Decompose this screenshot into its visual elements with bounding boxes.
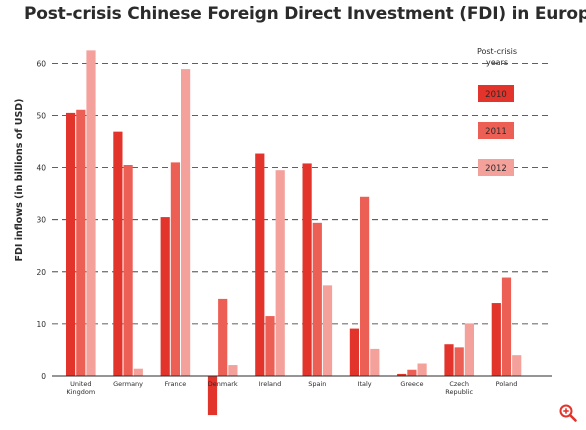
bar-2012-united-kingdom [86,50,96,376]
y-axis-ticks: 0 10 20 30 40 50 60 [36,59,46,381]
bar-2010-ireland [255,153,265,376]
bar-2011-ireland [265,316,275,376]
legend-label-2010: 2010 [485,90,507,100]
y-tick-label: 40 [36,164,46,173]
x-tick-label: Poland [496,380,518,388]
y-tick-label: 20 [36,268,46,277]
x-tick-label: Greece [400,380,423,388]
y-tick-label: 60 [36,59,46,68]
bar-2011-france [170,162,180,376]
bar-2012-greece [417,363,427,376]
x-tick-label: Italy [358,380,372,388]
chart-title: Post-crisis Chinese Foreign Direct Inves… [24,4,586,24]
bar-2011-czech-republic [454,347,464,376]
legend-title: years [486,58,508,67]
x-tick-label: Ireland [259,380,281,388]
bar-2010-poland [491,303,501,376]
legend-label-2011: 2011 [485,127,507,137]
bar-2011-spain [312,222,322,376]
legend: Post-crisis years 2010 2011 2012 [477,47,517,176]
bar-2012-italy [370,348,380,376]
bar-2012-czech-republic [464,323,474,376]
y-axis-label: FDI inflows (in billions of USD) [14,98,25,261]
bar-2012-denmark [228,365,238,376]
bar-2010-france [160,217,170,376]
legend-label-2012: 2012 [485,164,507,174]
bar-2012-spain [322,285,333,376]
legend-swatch-2010 [478,85,514,102]
bar-2012-poland [512,355,522,376]
x-tick-label: France [165,380,187,388]
x-tick-label: Republic [445,388,473,396]
bar-2010-italy [349,328,359,376]
bar-2011-italy [360,196,370,376]
bars [66,50,522,416]
x-tick-label: Spain [308,380,326,388]
x-tick-label: Germany [113,380,143,388]
bar-2011-denmark [218,298,228,376]
x-tick-label: Czech [449,380,469,388]
legend-swatch-2012 [478,159,514,176]
y-tick-label: 10 [36,320,46,329]
bar-2012-ireland [275,170,285,376]
legend-title: Post-crisis [477,47,517,56]
grid-lines [52,63,552,325]
bar-2010-czech-republic [444,344,454,376]
bar-2012-germany [133,368,143,376]
zoom-in-button[interactable] [556,402,580,424]
bar-2012-france [181,69,191,377]
y-tick-label: 50 [36,112,46,121]
bar-2010-greece [397,373,407,376]
legend-swatch-2011 [478,122,514,139]
y-tick-label: 30 [36,216,46,225]
bar-2011-greece [407,369,417,376]
bar-2011-germany [123,164,133,376]
bar-2010-germany [113,131,123,376]
bar-2011-united-kingdom [76,109,86,377]
bar-2010-spain [302,163,312,376]
zoom-in-icon [559,404,577,422]
bar-2010-united-kingdom [66,112,76,377]
bar-2011-poland [501,277,512,376]
x-tick-label: United [70,380,91,388]
x-tick-label: Kingdom [66,388,95,396]
x-tick-label: Denmark [208,380,238,388]
y-tick-label: 0 [41,372,46,381]
bar-2010-denmark [207,376,218,416]
